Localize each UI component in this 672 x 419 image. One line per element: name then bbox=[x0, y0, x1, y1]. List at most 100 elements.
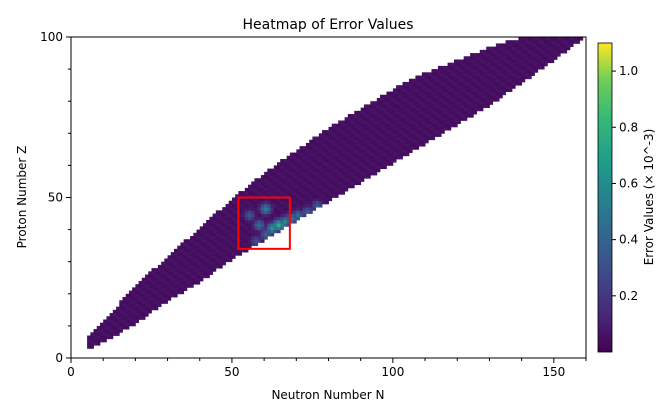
heatmap-cell bbox=[225, 223, 230, 227]
heatmap-cell bbox=[511, 62, 516, 67]
heatmap-cell bbox=[518, 49, 523, 54]
heatmap-cell bbox=[492, 88, 497, 92]
heatmap-cell bbox=[164, 268, 168, 272]
heatmap-cell bbox=[444, 75, 448, 80]
heatmap-cell bbox=[277, 165, 281, 170]
heatmap-cell bbox=[309, 197, 313, 202]
heatmap-cell bbox=[454, 85, 458, 89]
heatmap-cell bbox=[495, 78, 500, 83]
heatmap-cell bbox=[470, 101, 474, 105]
heatmap-cell bbox=[463, 56, 468, 60]
heatmap-cell bbox=[286, 168, 291, 173]
heatmap-cell bbox=[151, 287, 156, 291]
heatmap-cell bbox=[283, 162, 288, 166]
heatmap-cell bbox=[569, 40, 574, 44]
heatmap-cell bbox=[270, 171, 275, 176]
heatmap-cell bbox=[344, 126, 349, 131]
heatmap-cell bbox=[473, 62, 477, 67]
heatmap-cell bbox=[412, 146, 416, 150]
heatmap-cell bbox=[206, 236, 210, 240]
heatmap-cell bbox=[415, 78, 420, 83]
heatmap-cell bbox=[341, 123, 345, 128]
heatmap-cell bbox=[370, 120, 374, 125]
heatmap-cell bbox=[248, 223, 252, 227]
heatmap-cell bbox=[293, 165, 297, 170]
heatmap-cell bbox=[167, 255, 172, 259]
heatmap-cell bbox=[315, 194, 320, 198]
heatmap-cell bbox=[421, 114, 426, 118]
heatmap-cell bbox=[376, 146, 381, 150]
heatmap-cell bbox=[437, 94, 442, 99]
heatmap-cell bbox=[540, 65, 545, 70]
heatmap-cell bbox=[141, 309, 146, 314]
heatmap-cell bbox=[418, 81, 423, 86]
heatmap-cell bbox=[264, 200, 268, 205]
heatmap-cell bbox=[231, 197, 236, 202]
heatmap-cell bbox=[254, 197, 259, 202]
heatmap-cell bbox=[302, 146, 307, 150]
heatmap-cell bbox=[289, 168, 294, 173]
heatmap-cell bbox=[151, 297, 156, 301]
heatmap-cell bbox=[196, 239, 201, 243]
heatmap-cell bbox=[241, 197, 246, 202]
heatmap-cell bbox=[447, 85, 452, 89]
heatmap-cell bbox=[225, 248, 230, 253]
heatmap-cell bbox=[489, 65, 494, 70]
heatmap-cell bbox=[215, 242, 220, 247]
heatmap-cell bbox=[460, 114, 465, 118]
heatmap-cell bbox=[299, 171, 304, 176]
heatmap-cell bbox=[248, 236, 252, 240]
heatmap-cell bbox=[325, 142, 329, 147]
heatmap-cell bbox=[363, 168, 368, 173]
heatmap-cell bbox=[434, 130, 439, 134]
heatmap-cell bbox=[363, 114, 368, 118]
heatmap-cell bbox=[312, 178, 317, 182]
heatmap-cell bbox=[489, 94, 494, 99]
heatmap-cell bbox=[386, 123, 391, 128]
heatmap-cell bbox=[180, 252, 185, 256]
heatmap-cell bbox=[248, 239, 252, 243]
heatmap-cell bbox=[161, 280, 165, 285]
heatmap-cell bbox=[248, 232, 252, 237]
heatmap-cell bbox=[534, 46, 539, 51]
heatmap-cell bbox=[518, 72, 523, 76]
heatmap-cell bbox=[157, 280, 162, 285]
heatmap-cell bbox=[122, 325, 127, 330]
heatmap-cell bbox=[170, 252, 175, 256]
heatmap-cell bbox=[235, 203, 239, 208]
heatmap-cell bbox=[505, 65, 510, 70]
heatmap-cell bbox=[222, 258, 226, 263]
highlight-box bbox=[237, 196, 291, 250]
heatmap-cell bbox=[286, 191, 291, 195]
heatmap-cell bbox=[367, 158, 371, 163]
heatmap-cell bbox=[309, 146, 313, 150]
heatmap-cell bbox=[199, 226, 204, 230]
heatmap-cell bbox=[122, 313, 127, 317]
heatmap-cell bbox=[267, 194, 271, 198]
heatmap-cell bbox=[357, 120, 362, 125]
heatmap-cell bbox=[331, 158, 336, 163]
heatmap-cell bbox=[225, 239, 230, 243]
heatmap-cell bbox=[524, 43, 529, 48]
heatmap-cell bbox=[376, 110, 381, 115]
heatmap-cell bbox=[392, 130, 397, 134]
heatmap-cell bbox=[318, 162, 323, 166]
heatmap-cell bbox=[151, 284, 156, 288]
heatmap-cell bbox=[112, 325, 117, 330]
heatmap-cell bbox=[370, 165, 374, 170]
heatmap-cell bbox=[408, 114, 413, 118]
heatmap-cell bbox=[367, 165, 371, 170]
heatmap-cell bbox=[466, 72, 471, 76]
heatmap-cell bbox=[296, 200, 300, 205]
heatmap-cell bbox=[470, 72, 474, 76]
heatmap-cell bbox=[289, 162, 294, 166]
heatmap-cell bbox=[151, 277, 156, 282]
heatmap-cell bbox=[277, 171, 281, 176]
heatmap-cell bbox=[170, 287, 175, 291]
heatmap-cell bbox=[341, 165, 345, 170]
heatmap-cell bbox=[341, 155, 345, 160]
heatmap-cell bbox=[437, 88, 442, 92]
heatmap-cell bbox=[183, 277, 188, 282]
heatmap-cell bbox=[495, 97, 500, 102]
heatmap-cell bbox=[505, 46, 510, 51]
